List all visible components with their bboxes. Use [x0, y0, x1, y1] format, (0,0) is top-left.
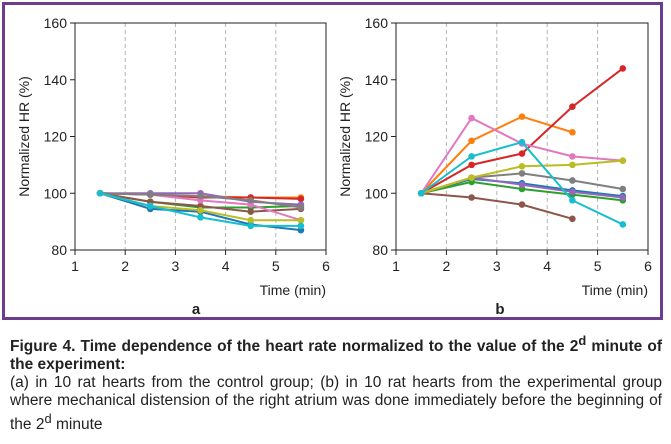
panel-b-data-point — [518, 138, 526, 146]
panel-a-data-point — [197, 214, 204, 221]
panel-b-data-point — [619, 194, 627, 201]
panel-a-label: a — [192, 301, 201, 318]
panel-a-data-point — [147, 202, 154, 210]
caption-body-suffix: minute — [51, 416, 103, 434]
panel-b-data-point — [569, 161, 576, 169]
panel-a-ytick-label: 100 — [44, 185, 68, 201]
figure-caption: Figure 4. Time dependence of the heart r… — [10, 332, 662, 434]
panel-b-data-point — [619, 221, 627, 228]
panel-a-data-point — [297, 204, 305, 211]
panel-b-ytick-label: 100 — [365, 185, 389, 201]
panel-b-data-point — [569, 215, 576, 223]
panel-b-ytick-label: 120 — [365, 129, 389, 145]
panel-b-data-point — [518, 162, 526, 170]
caption-title-prefix: Figure 4. Time dependence of the heart r… — [10, 338, 579, 356]
panel-a-data-point — [247, 216, 254, 224]
panel-b-ytick-label: 140 — [365, 72, 389, 88]
chart-canvas: 80 100 120 140 160 1 2 3 4 5 6 Time (min) Normalized… — [16, 15, 652, 318]
panel-a-data-point — [147, 191, 154, 198]
panel-b-xtick-label: 5 — [594, 258, 602, 274]
panel-b-xtick-label: 1 — [392, 258, 400, 274]
panel-b-data-point — [518, 201, 526, 208]
panel-b-data-point — [569, 177, 576, 184]
panel-a-data-point — [297, 222, 305, 230]
panel-b-data-point — [468, 153, 475, 160]
panel-b-series-line — [421, 192, 573, 220]
panel-b-ytick-label: 80 — [372, 242, 388, 258]
panel-a-xtick-label: 4 — [222, 258, 230, 274]
caption-body: (a) in 10 rat hearts from the control gr… — [10, 374, 662, 434]
panel-b-data-point — [518, 181, 526, 189]
panel-b-data-point — [569, 128, 576, 136]
figure-frame — [2, 2, 663, 320]
caption-title-suffix: minute of the experiment: — [10, 338, 662, 374]
panel-b-data-point — [518, 113, 526, 120]
panel-b-data-point — [468, 194, 475, 201]
panel-a-data-point — [197, 192, 204, 200]
panel-a-xtick-label: 6 — [322, 258, 330, 274]
panel-b-data-point — [619, 65, 627, 72]
panel-a-xtick-label: 2 — [121, 258, 129, 274]
panel-a-xlabel: Time (min) — [260, 282, 326, 298]
caption-body-prefix: (a) in 10 rat hearts from the control gr… — [10, 374, 662, 434]
panel-a-ytick-label: 120 — [44, 129, 68, 145]
panel-b-series-line — [420, 115, 573, 194]
panel-b-label: b — [495, 301, 504, 318]
caption-title-sup: d — [578, 333, 587, 348]
panel-b-data-point — [518, 170, 526, 177]
panel-b-xlabel: Time (min) — [582, 282, 648, 298]
panel-b-data-point — [468, 174, 475, 181]
panel-b-ytick-label: 160 — [365, 15, 389, 31]
panel-b-data-point — [619, 157, 627, 164]
panel-a-data-point — [96, 189, 104, 197]
panel-a-data-point — [297, 216, 305, 224]
panel-b-data-point — [619, 185, 627, 193]
panel-b-data-point — [417, 189, 425, 197]
panel-b-ylabel: Normalized HR (%) — [337, 76, 353, 197]
panel-a-data-point — [247, 197, 254, 204]
panel-a-data-point — [297, 195, 305, 203]
panel-b-data-point — [518, 150, 526, 157]
panel-a-data-point — [197, 206, 204, 214]
panel-b-data-point — [468, 161, 475, 169]
panel-b-data-point — [468, 137, 475, 145]
panel-b-axes-frame — [395, 22, 649, 251]
caption-body-sup: d — [44, 411, 52, 427]
panel-b-xtick-label: 2 — [443, 258, 451, 274]
panel-b-xtick-label: 6 — [644, 258, 652, 274]
panel-a-data-point — [247, 222, 254, 230]
panel-b-data-point — [468, 114, 475, 122]
panel-b-xtick-label: 3 — [493, 258, 501, 274]
panel-b-data-point — [569, 153, 576, 160]
panel-a-xtick-label: 5 — [272, 258, 280, 274]
panel-a-ytick-label: 160 — [44, 15, 68, 31]
panel-a-data-point — [247, 208, 254, 215]
panel-b-data-point — [569, 197, 576, 204]
panel-a-ytick-label: 80 — [51, 242, 67, 258]
panel-a-xtick-label: 3 — [172, 258, 180, 274]
panel-a-xtick-label: 1 — [71, 258, 79, 274]
panel-b-data-point — [569, 103, 576, 111]
panel-b-xtick-label: 4 — [543, 258, 551, 274]
panel-a-ylabel: Normalized HR (%) — [16, 76, 32, 197]
caption-title: Figure 4. Time dependence of the heart r… — [10, 332, 662, 374]
panel-b-data-point — [569, 188, 576, 196]
panel-a-ytick-label: 140 — [44, 72, 68, 88]
